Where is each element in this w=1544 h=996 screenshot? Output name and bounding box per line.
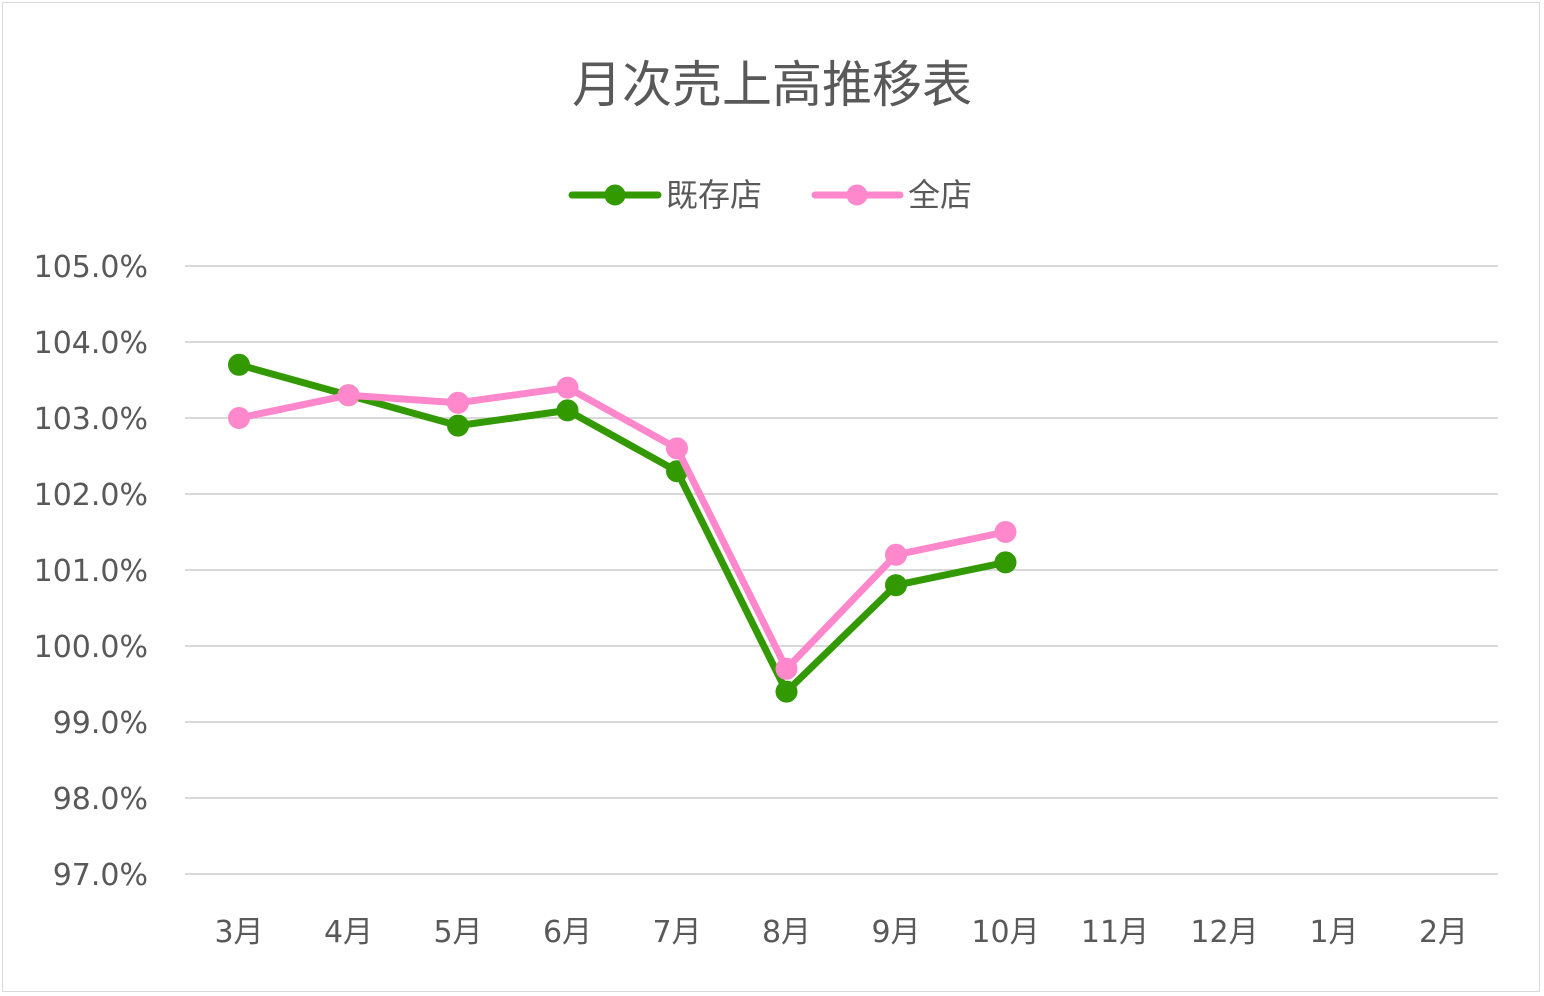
series-line-1: [235, 384, 1009, 673]
y-tick-label-0: 97.0%: [53, 858, 148, 893]
series-1-point-6[interactable]: [885, 543, 907, 566]
y-axis: 97.0% 98.0% 99.0% 100.0% 101.0% 102.0% 103.0% 1…: [34, 250, 148, 893]
series-0-point-6[interactable]: [885, 574, 907, 597]
y-tick-label-2: 99.0%: [53, 706, 148, 741]
y-tick-label-5: 102.0%: [34, 478, 148, 513]
x-tick-label-1: 4月: [324, 915, 373, 950]
series-0: [228, 353, 1017, 703]
legend-item-0[interactable]: 既存店: [568, 176, 762, 214]
legend-marker-0: [604, 184, 626, 206]
series-layer: [228, 353, 1017, 703]
gridlines: [185, 265, 1498, 875]
legend: 既存店 全店: [568, 176, 972, 214]
series-line-0: [235, 361, 1009, 696]
chart-title: 月次売上高推移表: [572, 56, 972, 114]
y-tick-label-6: 103.0%: [34, 402, 148, 437]
x-tick-label-5: 8月: [762, 915, 811, 950]
y-tick-label-3: 100.0%: [34, 630, 148, 665]
series-0-point-7[interactable]: [994, 551, 1017, 574]
legend-label-1: 全店: [908, 176, 972, 214]
x-tick-label-10: 1月: [1309, 915, 1358, 950]
series-1-point-3[interactable]: [556, 376, 579, 399]
x-tick-label-2: 5月: [433, 915, 482, 950]
y-tick-label-4: 101.0%: [34, 554, 148, 589]
x-tick-label-7: 10月: [971, 915, 1039, 950]
y-tick-label-1: 98.0%: [53, 782, 148, 817]
series-1-point-1[interactable]: [337, 384, 360, 407]
series-0-point-5[interactable]: [775, 680, 798, 703]
series-0-point-2[interactable]: [447, 414, 469, 437]
x-axis: 3月 4月 5月 6月 7月 8月 9月 10月 11月 12月 1月 2月: [214, 915, 1468, 950]
x-tick-label-6: 9月: [871, 915, 920, 950]
x-tick-label-8: 11月: [1081, 915, 1149, 950]
legend-item-1[interactable]: 全店: [811, 176, 972, 214]
y-tick-label-7: 104.0%: [34, 326, 148, 361]
series-1-point-0[interactable]: [228, 407, 250, 429]
series-1-point-5[interactable]: [775, 657, 798, 680]
legend-marker-1: [846, 184, 868, 206]
series-1-point-4[interactable]: [666, 437, 688, 460]
series-1-point-2[interactable]: [447, 391, 469, 414]
series-1-point-7[interactable]: [994, 521, 1017, 543]
series-0-point-0[interactable]: [228, 353, 250, 376]
x-tick-label-4: 7月: [652, 915, 701, 950]
y-tick-label-8: 105.0%: [34, 250, 148, 285]
legend-label-0: 既存店: [666, 176, 762, 214]
x-tick-label-3: 6月: [543, 915, 592, 950]
x-tick-label-9: 12月: [1190, 915, 1258, 950]
x-tick-label-11: 2月: [1419, 915, 1468, 950]
x-tick-label-0: 3月: [214, 915, 263, 950]
series-0-point-3[interactable]: [556, 399, 579, 422]
series-1: [228, 376, 1017, 680]
